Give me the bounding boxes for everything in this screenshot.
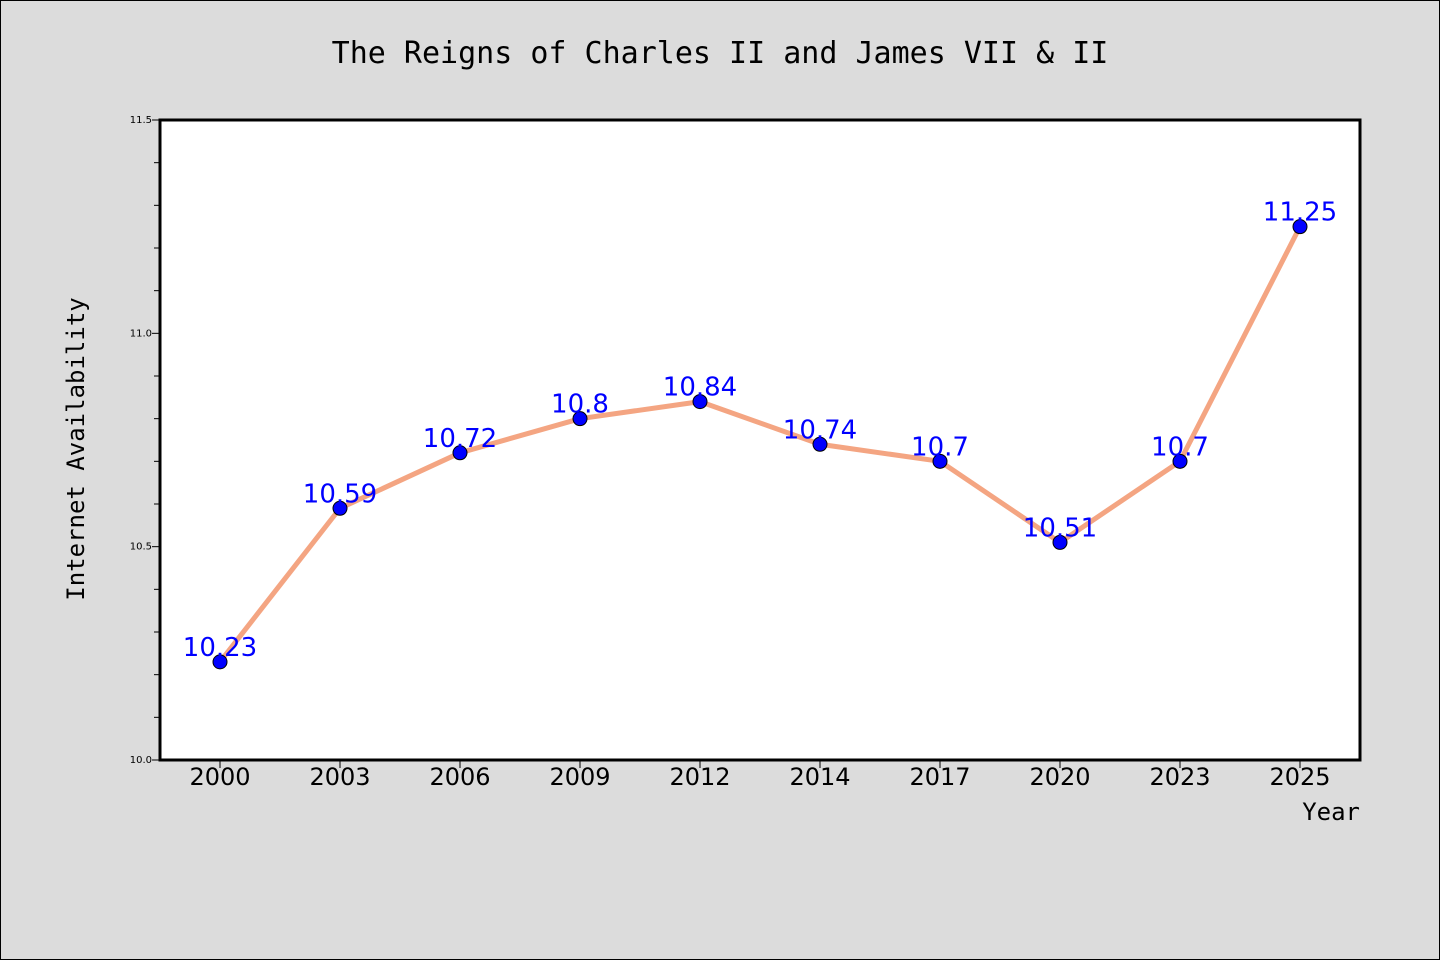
plot-area — [158, 118, 1362, 762]
x-tick-label: 2014 — [789, 763, 850, 791]
data-label: 10.72 — [423, 424, 497, 454]
data-label: 10.23 — [183, 633, 257, 663]
data-point-marker — [212, 654, 228, 670]
data-point-marker — [812, 436, 828, 452]
data-point-marker — [932, 453, 948, 469]
data-label: 10.59 — [303, 479, 377, 509]
x-tick-label: 2023 — [1149, 763, 1210, 791]
data-label: 10.84 — [663, 373, 737, 403]
y-axis: 10.0 10.5 11.0 11.5 — [130, 115, 160, 766]
x-tick-label: 2006 — [429, 763, 490, 791]
data-point-marker — [572, 411, 588, 427]
data-label: 10.8 — [551, 390, 609, 420]
data-label: 10.74 — [783, 415, 857, 445]
series-line-group: 10.23 10.59 10.72 10.8 10.84 10.74 10.7 10.51 10… — [183, 198, 1337, 670]
y-tick-label: 10.0 — [130, 755, 152, 766]
data-point-marker — [692, 394, 708, 410]
data-label: 11.25 — [1263, 198, 1337, 228]
data-label: 10.51 — [1023, 513, 1097, 543]
data-point-marker — [1172, 453, 1188, 469]
data-point-marker — [332, 500, 348, 516]
x-tick-label: 2009 — [549, 763, 610, 791]
x-tick-label: 2000 — [189, 763, 250, 791]
y-tick-label: 11.5 — [130, 115, 152, 126]
x-tick-label: 2020 — [1029, 763, 1090, 791]
y-axis-label: Internet Availability — [62, 297, 90, 600]
chart-title: The Reigns of Charles II and James VII &… — [332, 36, 1109, 71]
y-tick-label: 11.0 — [130, 328, 152, 339]
data-point-marker — [452, 445, 468, 461]
x-tick-label: 2003 — [309, 763, 370, 791]
x-tick-label: 2025 — [1269, 763, 1330, 791]
x-tick-label: 2017 — [909, 763, 970, 791]
data-label: 10.7 — [911, 432, 969, 462]
x-axis-label: Year — [1302, 798, 1360, 826]
data-point-marker — [1292, 219, 1308, 235]
y-tick-label: 10.5 — [130, 542, 152, 553]
x-axis: 2000 2003 2006 2009 2012 2014 2017 2020 2023 2025 — [189, 760, 1331, 791]
data-label: 10.7 — [1151, 432, 1209, 462]
data-point-marker — [1052, 534, 1068, 550]
series-line — [217, 224, 1303, 665]
x-tick-label: 2012 — [669, 763, 730, 791]
